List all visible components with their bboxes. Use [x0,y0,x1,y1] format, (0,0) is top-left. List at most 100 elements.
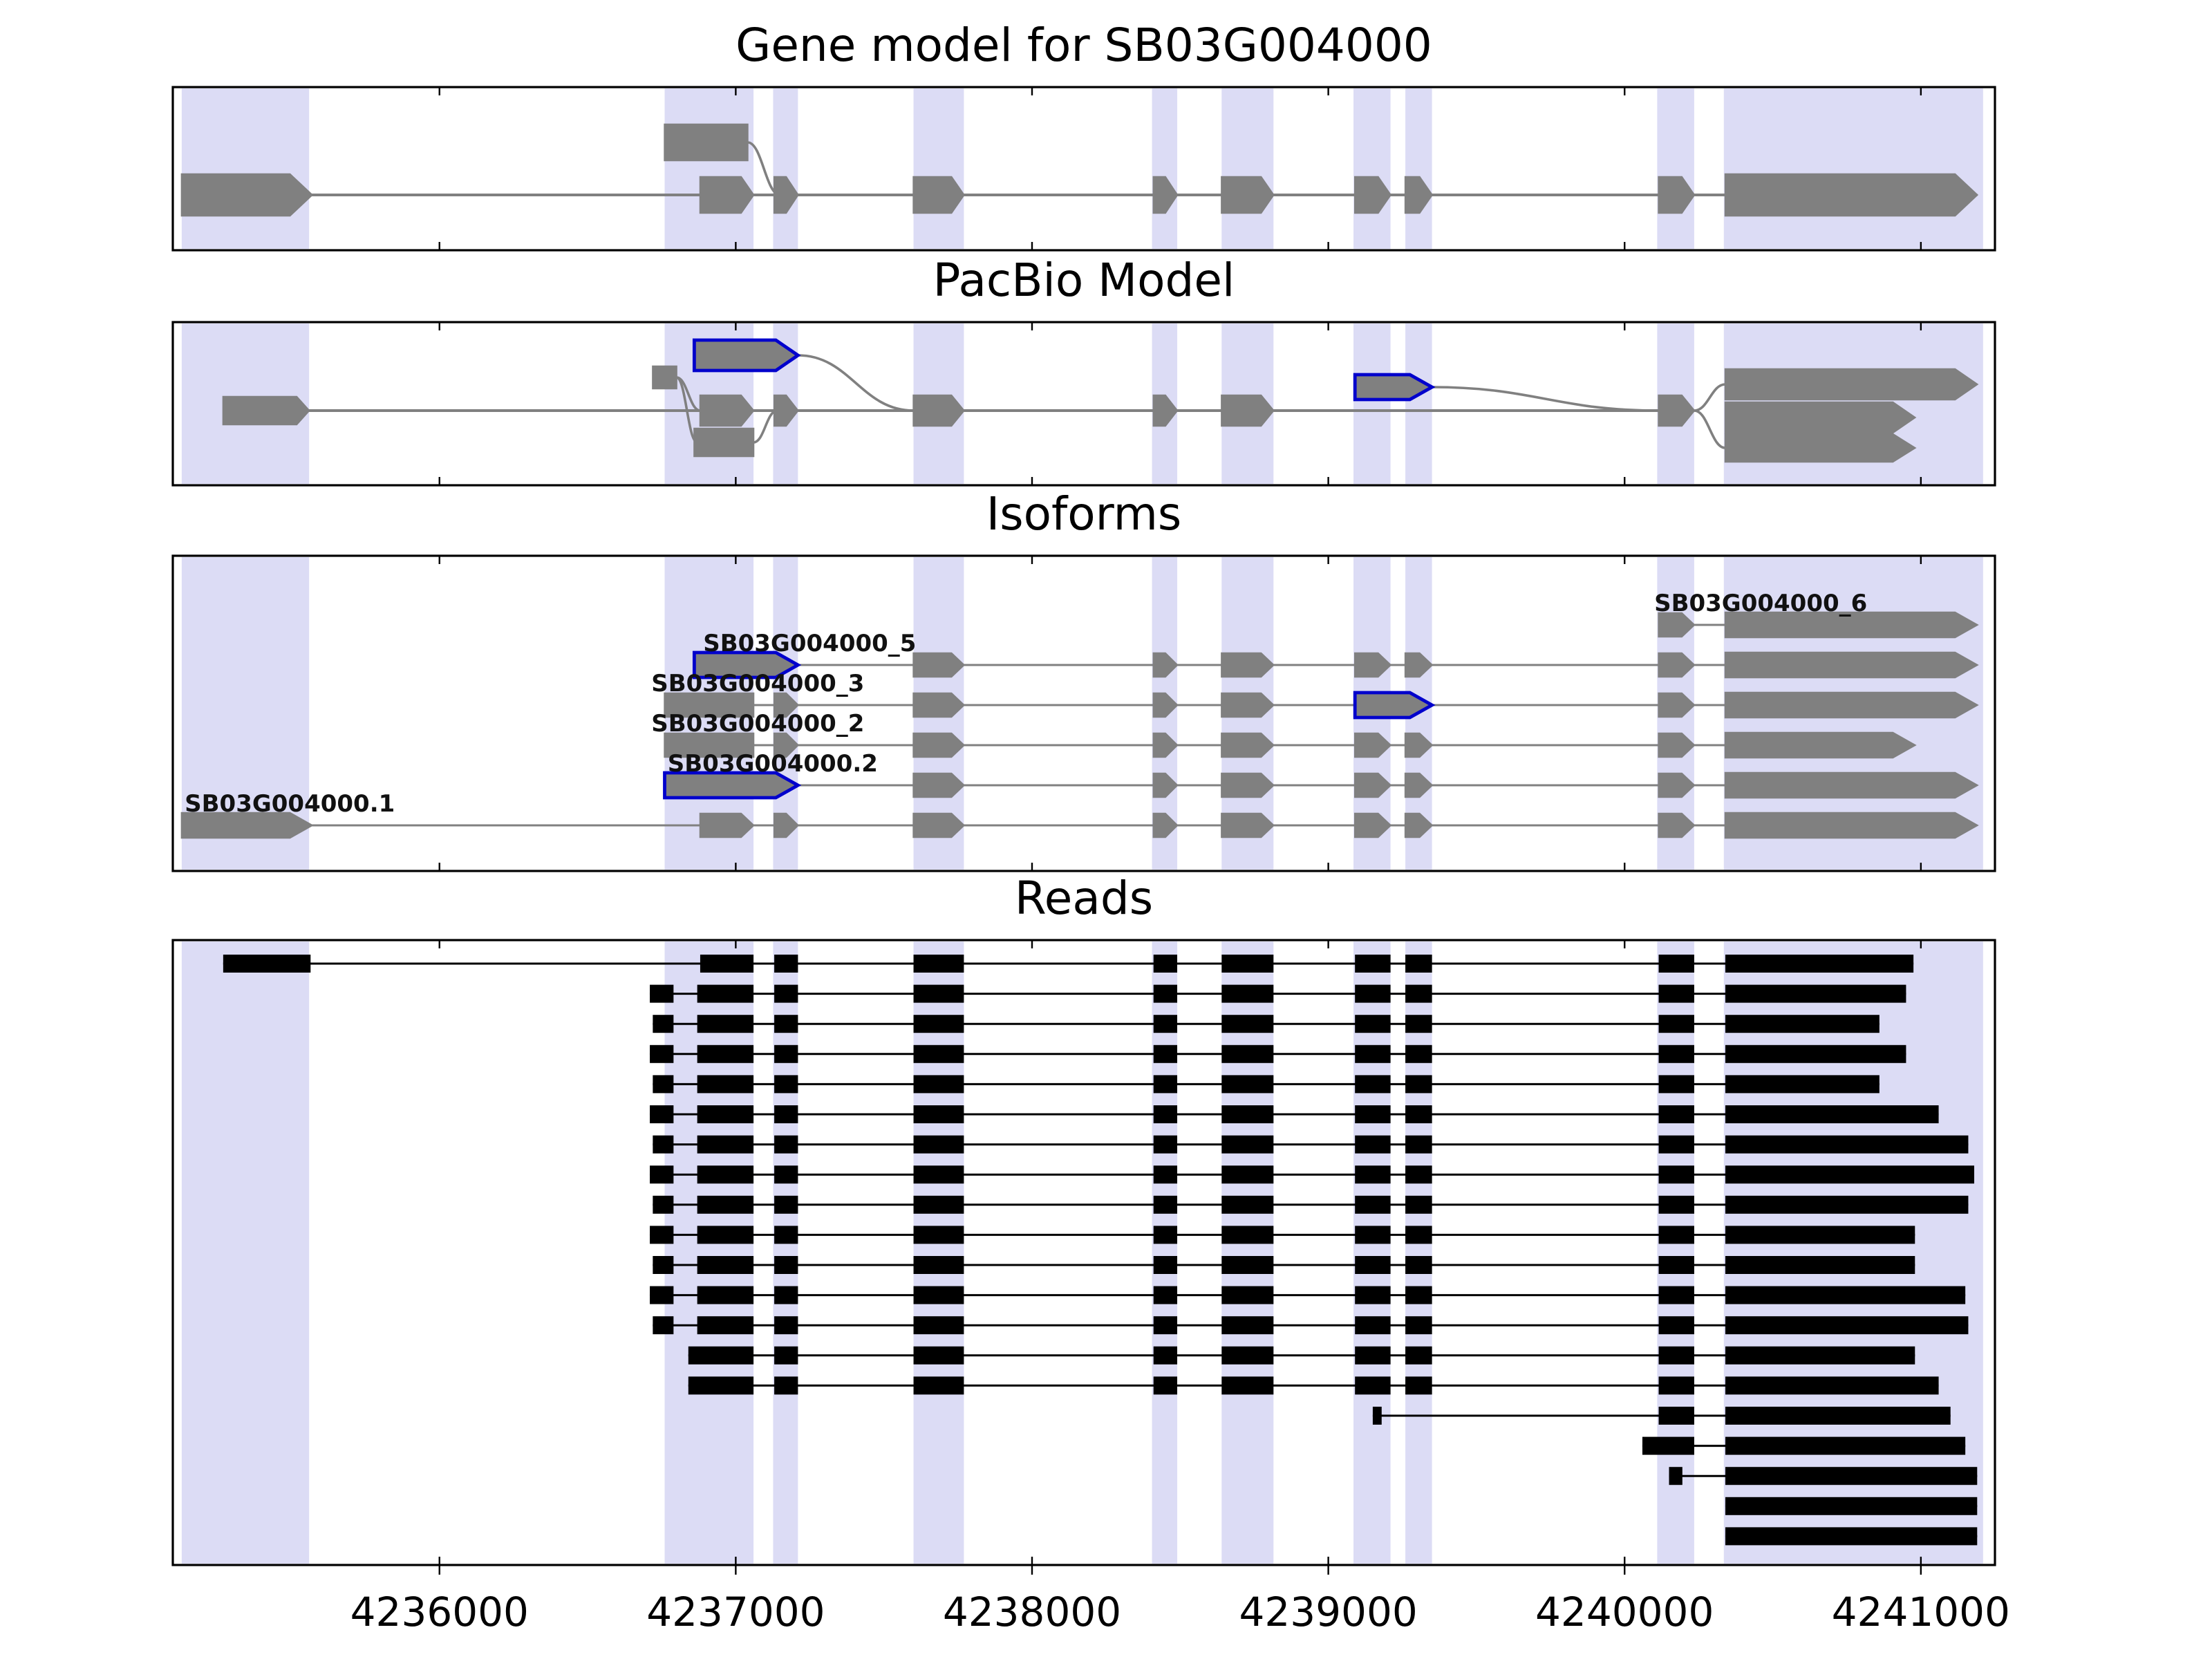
read-block [774,1015,798,1033]
isoform-label: SB03G004000_6 [1654,590,1867,617]
panel-title-reads: Reads [1015,872,1153,925]
exon-feature [912,652,966,678]
exon-feature [1658,812,1696,838]
exon-feature [1221,692,1275,718]
read-block [1725,1527,1978,1546]
read-block [1153,1346,1178,1365]
read-block [913,1346,964,1365]
exon-feature [1152,772,1179,798]
exon-feature [1658,692,1696,718]
x-tick-label-5: 4241000 [1832,1588,2010,1635]
read-block [1405,1376,1432,1395]
read-block [1725,1135,1969,1154]
read-block [1355,1376,1391,1395]
read-block [688,1346,754,1365]
read-block [653,1256,674,1274]
exon-feature [1724,173,1979,217]
read-block [1405,1135,1432,1154]
gene-model-panel [171,86,1996,252]
read-block [650,1105,674,1123]
read-block [1221,1165,1274,1184]
read-block [913,1105,964,1123]
read-block [653,1316,674,1335]
exon-feature [693,427,755,458]
isoform-label: SB03G004000_3 [651,670,864,697]
read-block [1153,1226,1178,1244]
exon-feature [1152,812,1179,838]
exon-feature [1152,176,1179,214]
read-block [1153,1316,1178,1335]
read-block [700,955,754,973]
read-block [223,955,311,973]
read-block [1725,1256,1915,1274]
read-block [1725,1407,1951,1425]
read-block [1658,1075,1694,1094]
read-block [1725,1044,1906,1063]
x-tick-label-1: 4237000 [646,1588,825,1635]
exon-feature [1724,401,1917,434]
read-block [1405,1226,1432,1244]
highlight-band [1405,941,1432,1564]
read-block [697,984,754,1003]
read-block [1658,1165,1694,1184]
read-block [774,1256,798,1274]
highlight-band [1723,88,1983,249]
chart-render-layer: SB03G004000_6 SB03G004000_5 SB03G004000_3 S… [180,87,1983,1575]
read-block [1355,1105,1391,1123]
read-block [1221,1346,1274,1365]
panel-title-pacbio: PacBio Model [933,254,1235,307]
read-block [650,1286,674,1304]
exon-feature [773,176,799,214]
read-block [1658,1015,1694,1033]
highlight-band [1221,88,1274,249]
read-block [913,984,964,1003]
exon-feature [773,812,800,838]
exon-feature [1724,812,1979,839]
x-tick-label-2: 4238000 [943,1588,1121,1635]
read-block [774,1165,798,1184]
exon-feature [1724,731,1917,759]
exon-blue-outline [1353,373,1436,402]
exon-feature [1658,772,1696,798]
exon-feature [664,692,755,718]
highlight-band [913,88,964,249]
read-block [774,1105,798,1123]
read-block [1153,1105,1178,1123]
exon-feature [1658,394,1696,427]
panel-title-gene-model: Gene model for SB03G004000 [735,19,1432,72]
exon-blue-outline [692,650,802,679]
read-block [1725,1015,1880,1033]
x-tick-label-3: 4239000 [1239,1588,1417,1635]
exon-feature [1658,732,1696,758]
highlight-band [181,88,310,249]
highlight-band [1405,88,1432,249]
exon-feature [912,732,966,758]
exon-feature [652,365,677,390]
highlight-band [664,88,754,249]
read-block [1642,1436,1694,1455]
read-block [774,1226,798,1244]
read-block [1725,1195,1969,1214]
read-block [1658,1346,1694,1365]
read-block [697,1286,754,1304]
highlight-band [1353,324,1391,484]
read-block [1725,1075,1880,1094]
exon-feature [222,395,310,426]
read-block [653,1015,674,1033]
exon-feature [180,173,314,217]
read-block [1725,1286,1966,1304]
splice-curve [1694,409,1726,449]
read-block [1355,955,1391,973]
read-block [1658,1316,1694,1335]
read-block [913,1044,964,1063]
pacbio-model-panel [171,321,1996,487]
exon-feature [1353,772,1392,798]
exon-feature [773,394,799,427]
read-block [697,1075,754,1094]
read-block [653,1195,674,1214]
read-block [1725,1376,1939,1395]
read-block [1153,984,1178,1003]
read-block [1658,1195,1694,1214]
read-block [913,955,964,973]
read-block [1221,955,1274,973]
